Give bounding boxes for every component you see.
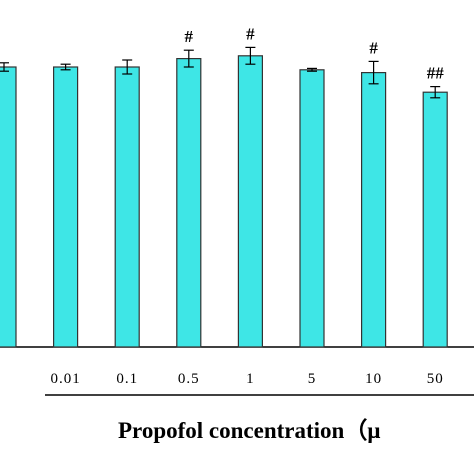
error-bar bbox=[245, 46, 256, 65]
bar bbox=[0, 66, 17, 348]
x-tick-label: 5 bbox=[308, 371, 317, 387]
significance-mark: # bbox=[369, 38, 378, 57]
x-tick-label: 50 bbox=[427, 371, 444, 387]
bar bbox=[176, 57, 202, 348]
bar bbox=[361, 71, 387, 348]
error-bar bbox=[368, 60, 379, 85]
x-tick-label: 0.5 bbox=[178, 371, 200, 387]
error-bar bbox=[122, 59, 133, 75]
x-tick-label: 0.1 bbox=[116, 371, 138, 387]
bar bbox=[237, 55, 263, 348]
error-bar bbox=[430, 85, 441, 99]
x-tick-label: 10 bbox=[365, 371, 382, 387]
bar bbox=[114, 66, 140, 348]
error-bar bbox=[60, 63, 71, 71]
bar bbox=[422, 91, 448, 348]
significance-mark: # bbox=[185, 27, 194, 46]
significance-mark: ## bbox=[427, 64, 445, 83]
bar bbox=[52, 66, 79, 348]
error-bar bbox=[183, 49, 194, 68]
x-axis-title: Propofol concentration（μ bbox=[118, 417, 380, 443]
bar bbox=[299, 69, 325, 348]
x-tick-label: 0.01 bbox=[50, 371, 80, 387]
error-bar bbox=[307, 67, 317, 72]
x-tick-label: 1 bbox=[246, 371, 255, 387]
significance-mark: # bbox=[246, 24, 255, 43]
error-bar bbox=[0, 62, 9, 72]
